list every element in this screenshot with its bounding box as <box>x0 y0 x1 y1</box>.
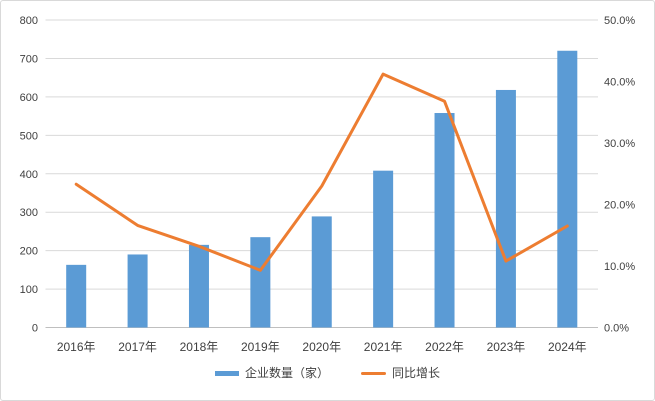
bar-2022年 <box>434 113 455 328</box>
legend-item-line-series: 同比增长 <box>361 367 440 379</box>
bar-series-swatch-icon <box>214 370 239 376</box>
growth-line <box>74 72 569 272</box>
x-axis-category-label: 2018年 <box>180 340 219 354</box>
x-axis-category-label: 2024年 <box>548 340 587 354</box>
bar-2023年 <box>495 89 516 328</box>
bar-series-label: 企业数量（家） <box>244 366 329 380</box>
left-axis-tick-label: 200 <box>20 246 38 258</box>
x-axis-category-label: 2022年 <box>425 340 464 354</box>
right-axis-tick-label: 40.0% <box>604 77 635 89</box>
bar-2021年 <box>373 170 394 328</box>
bar-2020年 <box>311 216 332 328</box>
right-axis-tick-label: 10.0% <box>604 261 635 273</box>
bar-2019年 <box>250 237 271 328</box>
bar-2016年 <box>66 264 87 328</box>
bar-2024年 <box>557 50 578 328</box>
legend-item-bar-series: 企业数量（家） <box>214 366 329 380</box>
x-axis-category-label: 2021年 <box>364 340 403 354</box>
right-axis-tick-label: 30.0% <box>604 138 635 150</box>
line-series-swatch-icon <box>361 371 386 375</box>
left-axis-tick-label: 0 <box>32 323 38 335</box>
x-axis-category-label: 2019年 <box>241 340 280 354</box>
left-axis-tick-label: 800 <box>20 15 38 27</box>
left-axis-tick-label: 400 <box>20 169 38 181</box>
x-axis-category-label: 2017年 <box>118 340 157 354</box>
left-axis-tick-label: 500 <box>20 130 38 142</box>
left-axis-tick-label: 700 <box>20 53 38 65</box>
line-series-label: 同比增长 <box>392 366 441 380</box>
right-axis-tick-label: 50.0% <box>604 15 635 27</box>
left-axis-tick-label: 100 <box>20 284 38 296</box>
x-axis-category-label: 2016年 <box>57 340 96 354</box>
left-axis-tick-label: 300 <box>20 207 38 219</box>
chart-legend: 企业数量（家） 同比增长 <box>1 367 654 379</box>
left-axis-tick-label: 600 <box>20 92 38 104</box>
right-axis-tick-label: 0.0% <box>604 323 629 335</box>
x-axis-category-label: 2020年 <box>302 340 341 354</box>
bar-2017年 <box>127 254 148 328</box>
bar-2018年 <box>188 244 209 328</box>
right-axis-tick-label: 20.0% <box>604 200 635 212</box>
x-axis-category-label: 2023年 <box>487 340 526 354</box>
